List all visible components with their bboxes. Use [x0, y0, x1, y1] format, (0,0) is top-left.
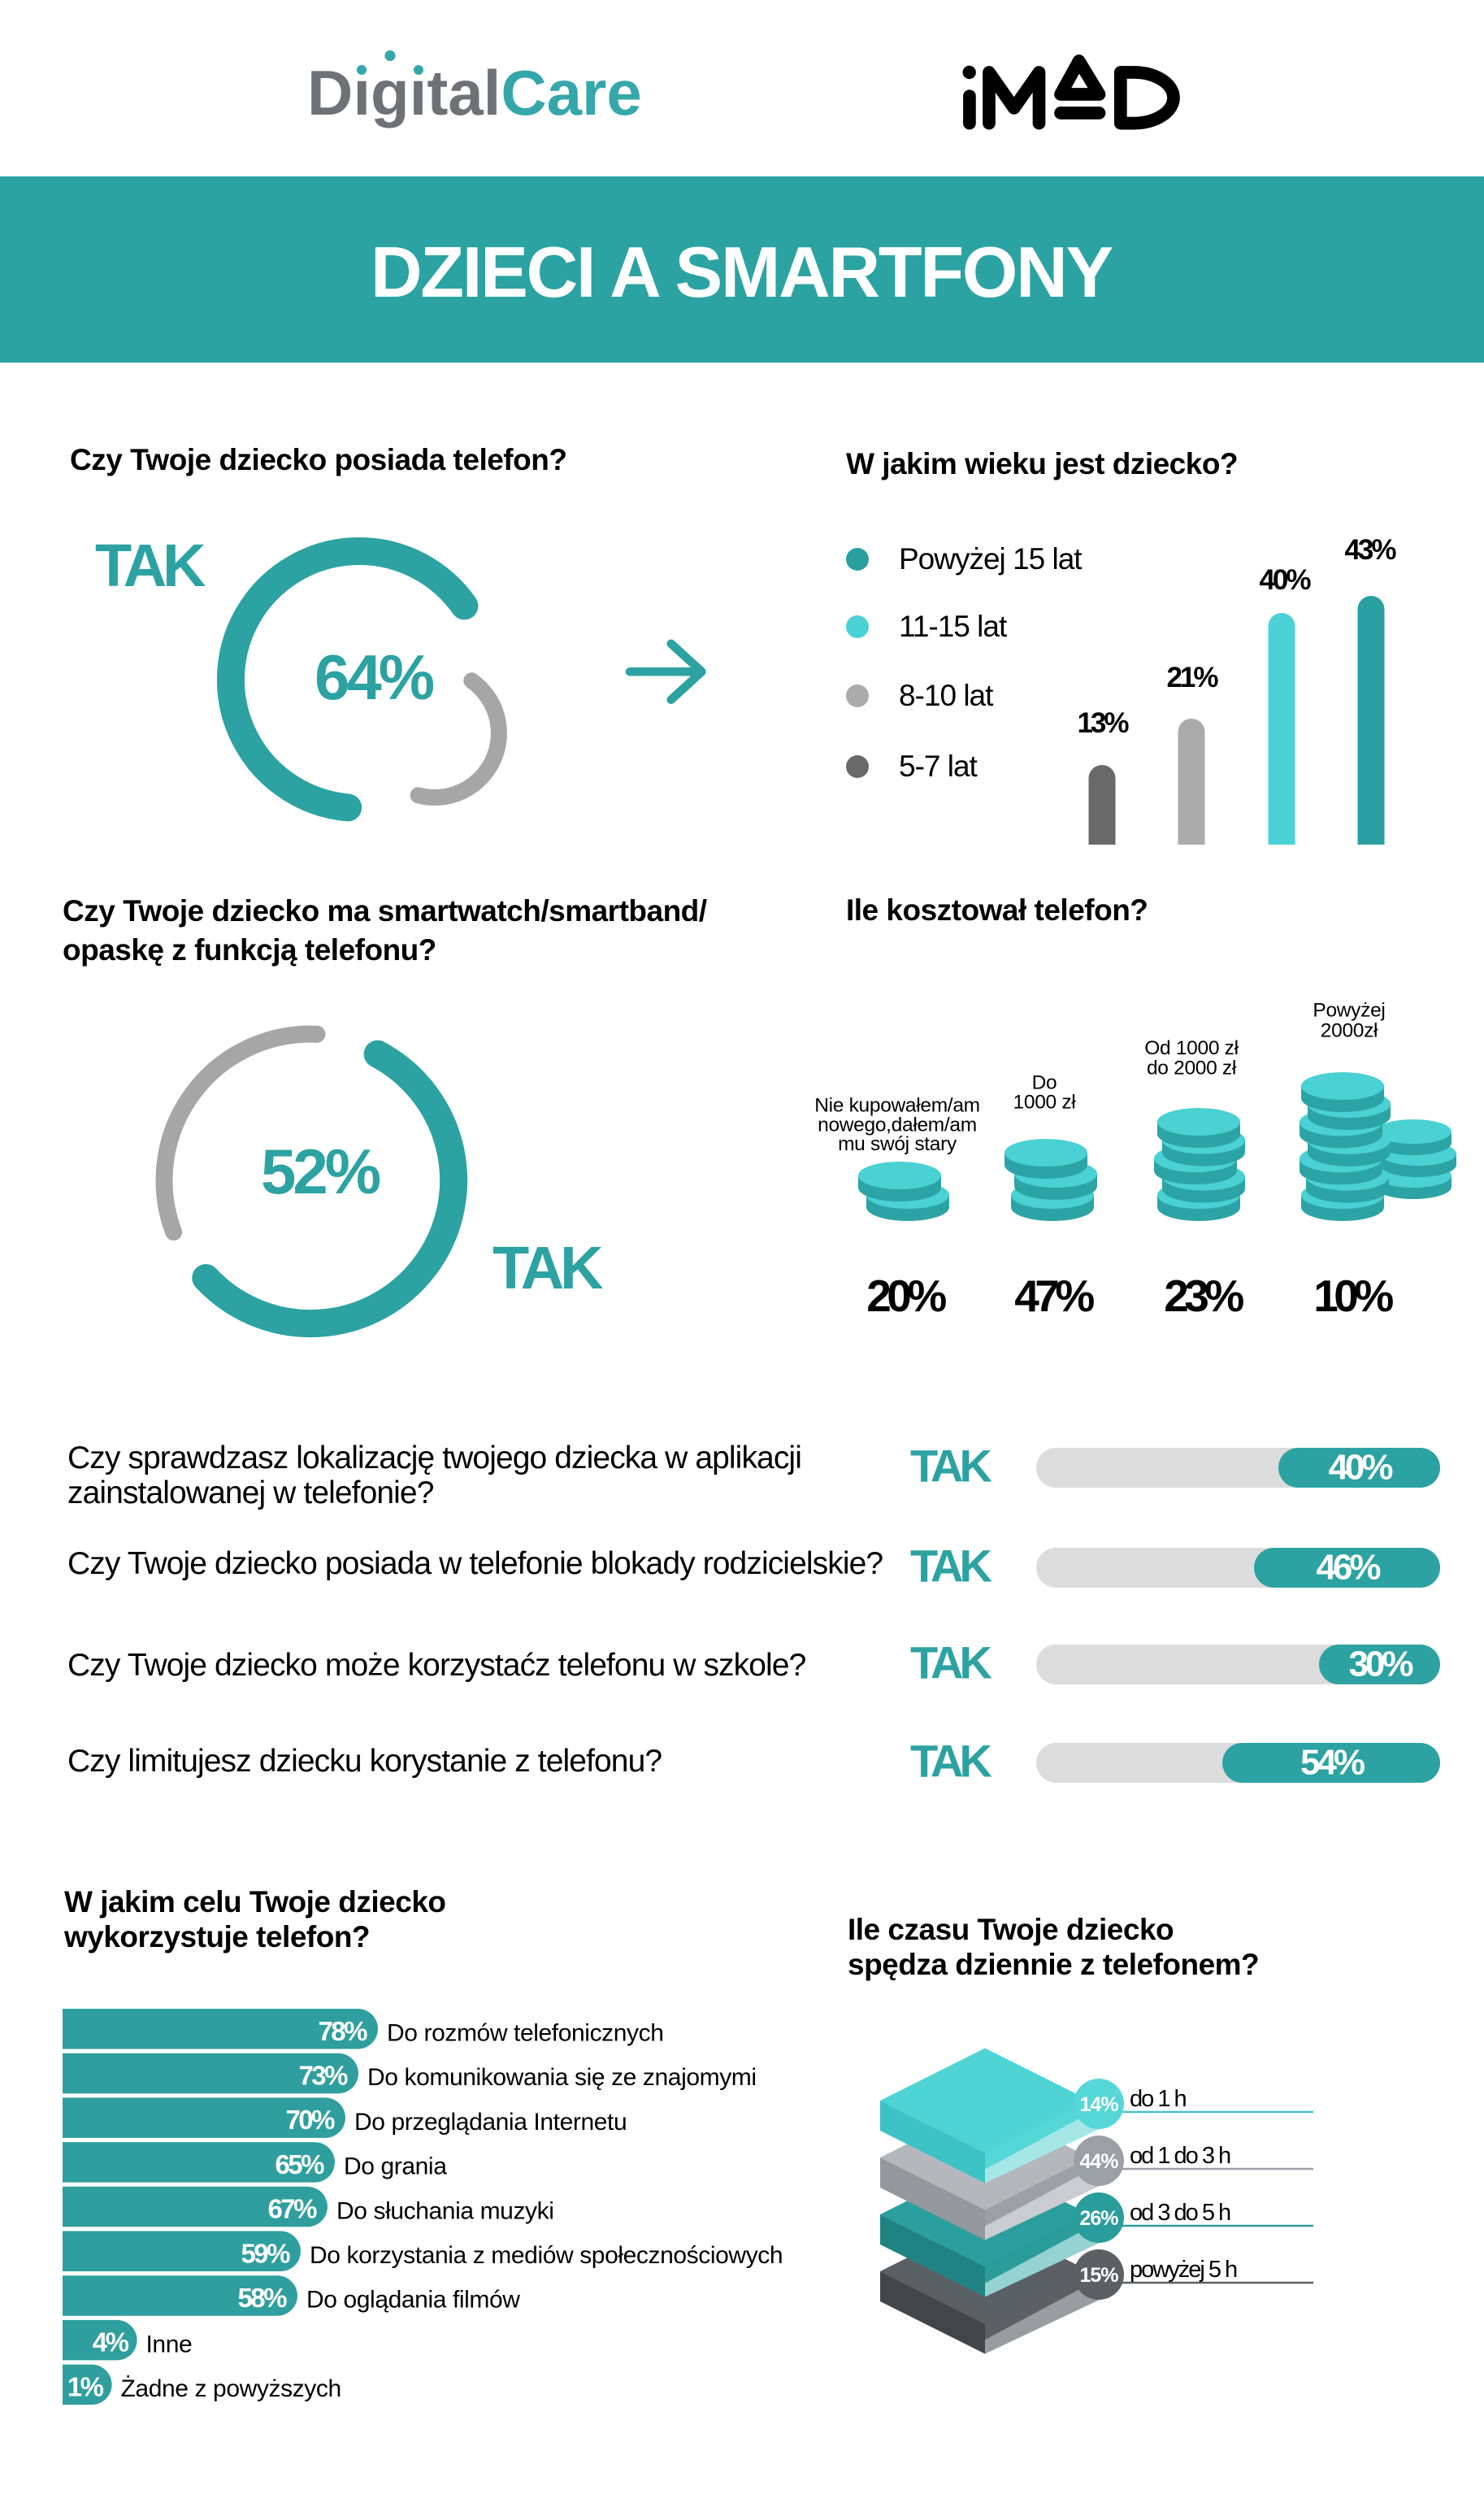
svg-text:67%: 67%: [267, 2194, 317, 2224]
svg-text:W jakim wieku jest dziecko?: W jakim wieku jest dziecko?: [846, 447, 1238, 480]
svg-text:Do grania: Do grania: [344, 2153, 447, 2180]
svg-text:Czy Twoje dziecko posiada w te: Czy Twoje dziecko posiada w telefonie bl…: [67, 1546, 883, 1581]
svg-text:TAK: TAK: [910, 1540, 992, 1592]
svg-text:15%: 15%: [1079, 2264, 1118, 2287]
svg-text:26%: 26%: [1079, 2207, 1118, 2230]
svg-text:Czy sprawdzasz lokalizację two: Czy sprawdzasz lokalizację twojego dziec…: [67, 1441, 801, 1475]
svg-text:od 3 do 5 h: od 3 do 5 h: [1130, 2200, 1230, 2226]
svg-text:Nie kupowałem/am: Nie kupowałem/am: [814, 1095, 980, 1117]
svg-text:13%: 13%: [1077, 707, 1129, 739]
svg-text:zainstalowanej w telefonie?: zainstalowanej w telefonie?: [67, 1475, 434, 1510]
svg-text:wykorzystuje telefon?: wykorzystuje telefon?: [63, 1920, 370, 1953]
svg-text:nowego,dałem/am: nowego,dałem/am: [818, 1115, 977, 1136]
svg-text:58%: 58%: [237, 2283, 287, 2313]
svg-text:2000zł: 2000zł: [1321, 1019, 1378, 1041]
svg-text:5-7 lat: 5-7 lat: [899, 750, 978, 783]
svg-text:73%: 73%: [298, 2061, 348, 2091]
svg-text:23%: 23%: [1164, 1271, 1243, 1321]
svg-text:TAK: TAK: [910, 1637, 992, 1688]
svg-text:14%: 14%: [1079, 2093, 1118, 2116]
svg-text:opaskę z funkcją telefonu?: opaskę z funkcją telefonu?: [63, 933, 436, 967]
svg-text:Czy Twoje dziecko posiada tele: Czy Twoje dziecko posiada telefon?: [70, 443, 566, 476]
svg-text:TAK: TAK: [910, 1736, 992, 1787]
svg-text:Żadne z powyższych: Żadne z powyższych: [121, 2375, 341, 2402]
svg-text:Ile kosztował telefon?: Ile kosztował telefon?: [846, 893, 1148, 927]
svg-text:52%: 52%: [261, 1136, 380, 1207]
svg-text:TAK: TAK: [492, 1234, 603, 1301]
svg-text:8-10 lat: 8-10 lat: [899, 679, 994, 712]
svg-text:Do komunikowania się ze znajom: Do komunikowania się ze znajomymi: [367, 2064, 757, 2091]
svg-text:Czy Twoje dziecko ma smartwatc: Czy Twoje dziecko ma smartwatch/smartban…: [63, 894, 707, 928]
svg-text:11-15 lat: 11-15 lat: [899, 610, 1008, 643]
svg-text:do 2000 zł: do 2000 zł: [1147, 1058, 1237, 1080]
svg-text:20%: 20%: [866, 1271, 946, 1321]
svg-text:43%: 43%: [1344, 534, 1396, 566]
svg-text:70%: 70%: [285, 2105, 335, 2135]
svg-text:30%: 30%: [1348, 1645, 1412, 1684]
svg-text:78%: 78%: [318, 2016, 367, 2046]
svg-text:spędza dziennie z telefonem?: spędza dziennie z telefonem?: [848, 1948, 1259, 1981]
svg-text:TAK: TAK: [910, 1441, 992, 1492]
svg-text:Czy Twoje dziecko może korzyst: Czy Twoje dziecko może korzystaćz telefo…: [67, 1648, 806, 1683]
svg-text:65%: 65%: [275, 2149, 324, 2179]
svg-text:Ile czasu Twoje dziecko: Ile czasu Twoje dziecko: [848, 1913, 1174, 1946]
svg-text:40%: 40%: [1328, 1448, 1392, 1488]
svg-text:od 1 do 3 h: od 1 do 3 h: [1130, 2143, 1230, 2169]
svg-text:Do przeglądania Internetu: Do przeglądania Internetu: [354, 2109, 627, 2136]
svg-text:46%: 46%: [1316, 1548, 1380, 1588]
svg-text:54%: 54%: [1300, 1743, 1365, 1783]
svg-text:mu swój stary: mu swój stary: [838, 1133, 957, 1155]
svg-text:1%: 1%: [67, 2371, 104, 2401]
svg-text:DıgıtalCare: DıgıtalCare: [307, 57, 642, 128]
svg-text:Czy limitujesz dziecku korysta: Czy limitujesz dziecku korystanie z tele…: [67, 1744, 662, 1779]
svg-text:Do korzystania z mediów społec: Do korzystania z mediów społecznościowyc…: [310, 2242, 783, 2269]
svg-text:Inne: Inne: [146, 2331, 193, 2357]
svg-text:TAK: TAK: [95, 532, 206, 599]
svg-text:do 1 h: do 1 h: [1130, 2086, 1186, 2112]
svg-text:Do oglądania filmów: Do oglądania filmów: [306, 2287, 520, 2314]
svg-text:10%: 10%: [1313, 1271, 1393, 1321]
svg-text:1000 zł: 1000 zł: [1013, 1092, 1077, 1114]
svg-text:Do rozmów telefonicznych: Do rozmów telefonicznych: [387, 2020, 664, 2047]
svg-text:Powyżej: Powyżej: [1313, 1000, 1385, 1022]
svg-text:W jakim celu Twoje dziecko: W jakim celu Twoje dziecko: [64, 1885, 446, 1919]
svg-text:Do słuchania muzyki: Do słuchania muzyki: [336, 2197, 554, 2224]
svg-text:Powyżej 15 lat: Powyżej 15 lat: [899, 542, 1083, 576]
svg-text:DZIECI A SMARTFONY: DZIECI A SMARTFONY: [371, 232, 1113, 312]
svg-text:Od 1000 zł: Od 1000 zł: [1144, 1037, 1239, 1059]
svg-text:47%: 47%: [1014, 1271, 1094, 1321]
svg-text:59%: 59%: [241, 2238, 290, 2268]
svg-text:44%: 44%: [1079, 2150, 1118, 2173]
svg-text:4%: 4%: [93, 2327, 129, 2357]
svg-text:21%: 21%: [1166, 662, 1218, 693]
svg-text:64%: 64%: [315, 641, 434, 713]
svg-text:40%: 40%: [1259, 564, 1311, 596]
svg-text:Do: Do: [1032, 1072, 1057, 1094]
svg-text:powyżej 5 h: powyżej 5 h: [1130, 2257, 1237, 2283]
